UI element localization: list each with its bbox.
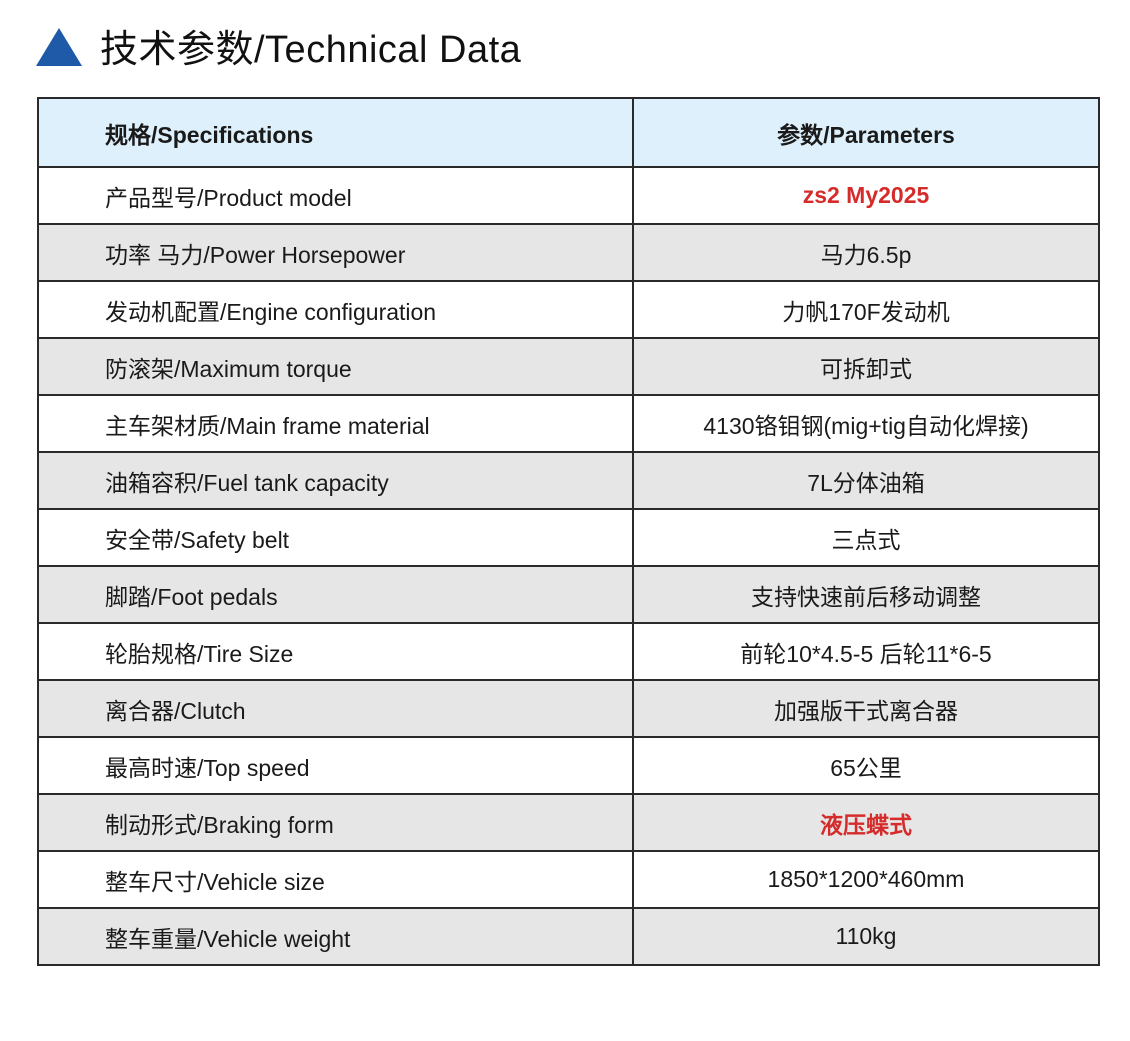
spec-cell: 主车架材质/Main frame material <box>37 394 634 453</box>
spec-cell: 整车尺寸/Vehicle size <box>37 850 634 909</box>
spec-cell: 安全带/Safety belt <box>37 508 634 567</box>
table-row: 制动形式/Braking form 液压蝶式 <box>37 793 1100 852</box>
triangle-icon <box>36 28 82 66</box>
value-cell: zs2 My2025 <box>632 166 1100 225</box>
value-cell: 液压蝶式 <box>632 793 1100 852</box>
value-cell: 7L分体油箱 <box>632 451 1100 510</box>
value-cell: 1850*1200*460mm <box>632 850 1100 909</box>
value-cell: 110kg <box>632 907 1100 966</box>
table-row: 最高时速/Top speed 65公里 <box>37 736 1100 795</box>
value-cell: 前轮10*4.5-5 后轮11*6-5 <box>632 622 1100 681</box>
table-row: 离合器/Clutch 加强版干式离合器 <box>37 679 1100 738</box>
table-row: 安全带/Safety belt 三点式 <box>37 508 1100 567</box>
value-cell: 三点式 <box>632 508 1100 567</box>
spec-cell: 脚踏/Foot pedals <box>37 565 634 624</box>
value-cell: 4130铬钼钢(mig+tig自动化焊接) <box>632 394 1100 453</box>
spec-cell: 防滚架/Maximum torque <box>37 337 634 396</box>
table-row: 轮胎规格/Tire Size 前轮10*4.5-5 后轮11*6-5 <box>37 622 1100 681</box>
header-spec: 规格/Specifications <box>37 97 634 168</box>
table-row: 主车架材质/Main frame material 4130铬钼钢(mig+ti… <box>37 394 1100 453</box>
spec-cell: 发动机配置/Engine configuration <box>37 280 634 339</box>
header-param: 参数/Parameters <box>632 97 1100 168</box>
spec-cell: 功率 马力/Power Horsepower <box>37 223 634 282</box>
table-row: 防滚架/Maximum torque 可拆卸式 <box>37 337 1100 396</box>
table-row: 发动机配置/Engine configuration 力帆170F发动机 <box>37 280 1100 339</box>
value-cell: 支持快速前后移动调整 <box>632 565 1100 624</box>
spec-cell: 轮胎规格/Tire Size <box>37 622 634 681</box>
spec-table: 规格/Specifications 参数/Parameters 产品型号/Pro… <box>37 97 1100 966</box>
spec-cell: 最高时速/Top speed <box>37 736 634 795</box>
table-row: 产品型号/Product model zs2 My2025 <box>37 166 1100 225</box>
table-row: 整车尺寸/Vehicle size 1850*1200*460mm <box>37 850 1100 909</box>
spec-cell: 产品型号/Product model <box>37 166 634 225</box>
value-cell: 马力6.5p <box>632 223 1100 282</box>
spec-cell: 离合器/Clutch <box>37 679 634 738</box>
value-cell: 力帆170F发动机 <box>632 280 1100 339</box>
table-row: 油箱容积/Fuel tank capacity 7L分体油箱 <box>37 451 1100 510</box>
value-cell: 加强版干式离合器 <box>632 679 1100 738</box>
value-cell: 可拆卸式 <box>632 337 1100 396</box>
value-cell: 65公里 <box>632 736 1100 795</box>
spec-cell: 制动形式/Braking form <box>37 793 634 852</box>
page-title: 技术参数/Technical Data <box>100 28 522 71</box>
spec-cell: 整车重量/Vehicle weight <box>37 907 634 966</box>
page-title-row: 技术参数/Technical Data <box>36 20 522 71</box>
table-header-row: 规格/Specifications 参数/Parameters <box>37 97 1100 168</box>
table-row: 功率 马力/Power Horsepower 马力6.5p <box>37 223 1100 282</box>
table-row: 整车重量/Vehicle weight 110kg <box>37 907 1100 966</box>
table-row: 脚踏/Foot pedals 支持快速前后移动调整 <box>37 565 1100 624</box>
spec-cell: 油箱容积/Fuel tank capacity <box>37 451 634 510</box>
